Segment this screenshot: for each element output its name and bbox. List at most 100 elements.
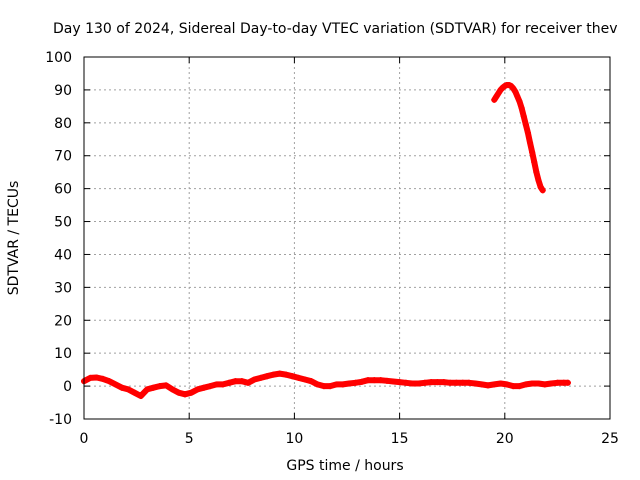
data-point [396,379,403,386]
y-tick-label: 0 [63,379,72,395]
data-point [491,381,498,388]
data-point [232,378,239,385]
data-point [289,373,296,380]
data-point [524,129,531,136]
x-tick-label: 20 [496,431,514,447]
data-point [510,383,517,390]
x-tick-label: 15 [391,431,409,447]
data-point [529,380,536,387]
data-point [175,389,182,396]
data-point [282,371,289,378]
data-point [118,384,125,391]
data-point [516,383,523,390]
grid-lines [84,57,610,419]
y-tick-label: 10 [54,346,72,362]
y-tick-label: 80 [54,116,72,132]
data-point [137,392,144,399]
series-1 [81,370,571,399]
data-point [548,380,555,387]
data-point [421,379,428,386]
data-point [539,187,546,194]
y-tick-label: 40 [54,247,72,263]
data-point [554,379,561,386]
data-point [308,378,315,385]
data-point [346,380,353,387]
data-point [535,380,542,387]
data-point [245,379,252,386]
data-point [440,379,447,386]
x-tick-label: 0 [80,431,89,447]
data-point [327,383,334,390]
data-point [194,386,201,393]
data-point [156,383,163,390]
data-point [522,121,529,128]
data-point [510,85,517,92]
data-point [495,90,502,97]
data-point [270,371,277,378]
data-point [428,379,435,386]
data-point [200,384,207,391]
data-point [564,379,571,386]
data-point [131,389,138,396]
data-point [447,379,454,386]
x-tick-label: 5 [185,431,194,447]
data-point [453,379,460,386]
data-point [251,376,258,383]
data-point [207,383,214,390]
x-axis-label: GPS time / hours [286,458,403,474]
data-point [87,374,94,381]
data-point [276,370,283,377]
data-point [144,386,151,393]
data-point [358,378,365,385]
y-tick-label: 100 [45,50,72,66]
data-point [537,183,544,190]
data-point [106,378,113,385]
axis-ticks: 0 5 10 15 20 25 -10 0 10 20 30 40 50 60 70 80 90 100 [45,50,619,447]
data-point [516,98,523,105]
data-point [478,381,485,388]
data-point [497,380,504,387]
data-point [320,383,327,390]
data-point [339,381,346,388]
y-tick-label: 70 [54,149,72,165]
data-point [503,381,510,388]
data-point [522,381,529,388]
data-point [219,381,226,388]
data-point [520,113,527,120]
data-point [514,93,521,100]
x-tick-label: 10 [285,431,303,447]
data-point [112,381,119,388]
series-layer [81,81,571,399]
data-point [314,381,321,388]
y-tick-label: 90 [54,83,72,99]
data-point [169,386,176,393]
y-tick-label: 30 [54,280,72,296]
data-point [125,386,132,393]
data-point [301,376,308,383]
plot-frame [83,56,611,420]
data-point [409,380,416,387]
data-point [333,381,340,388]
data-point [484,382,491,389]
data-point [527,139,534,146]
data-point [383,377,390,384]
data-point [352,379,359,386]
data-point [518,105,525,112]
data-point [390,378,397,385]
data-point [99,375,106,382]
data-point [365,377,372,384]
data-point [533,169,540,176]
chart-title: Day 130 of 2024, Sidereal Day-to-day VTE… [53,21,617,37]
data-point [491,96,498,103]
data-point [188,389,195,396]
data-point [459,379,466,386]
data-point [415,380,422,387]
data-point [541,381,548,388]
data-point [150,384,157,391]
series-2 [491,81,546,194]
data-point [493,93,500,100]
y-tick-label: 50 [54,215,72,231]
data-point [93,374,100,381]
data-point [264,373,271,380]
data-point [402,379,409,386]
